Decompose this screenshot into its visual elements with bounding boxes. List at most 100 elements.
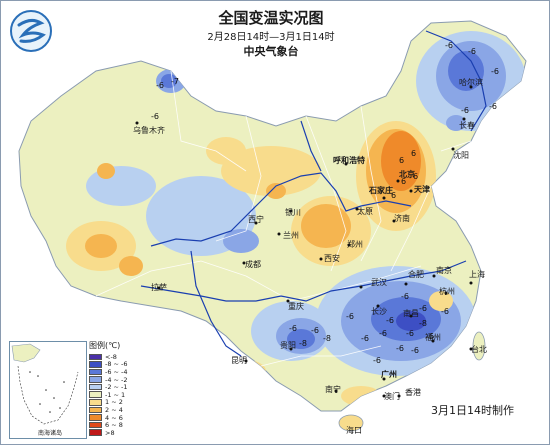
legend-swatch	[89, 383, 102, 391]
south-china-sea-inset: 南海诸岛	[9, 341, 87, 439]
legend-item: -8 ~ -6	[89, 360, 149, 368]
city-label: 兰州	[283, 231, 299, 240]
legend-label: >8	[105, 428, 115, 437]
legend-label: -2 ~ -1	[105, 383, 128, 392]
rivers	[140, 30, 487, 357]
value-label: -8	[299, 339, 307, 348]
legend-label: <-8	[105, 352, 117, 361]
value-label: -6	[461, 106, 469, 115]
legend-item: 4 ~ 6	[89, 414, 149, 422]
city-label: 香港	[405, 388, 421, 397]
legend-label: 2 ~ 4	[105, 405, 123, 414]
city-label: 重庆	[288, 302, 304, 311]
legend-item: -2 ~ -1	[89, 383, 149, 391]
legend-item: -1 ~ 1	[89, 391, 149, 399]
city-label: 台北	[471, 345, 487, 354]
value-label: 6	[399, 156, 404, 165]
value-label: -6	[406, 329, 414, 338]
value-label: 6	[401, 177, 406, 186]
city-label: 福州	[425, 333, 441, 342]
city-label: 广州	[381, 370, 397, 379]
value-label: -6	[411, 346, 419, 355]
city-label: 郑州	[347, 240, 363, 249]
city-label: 海口	[346, 426, 362, 435]
temperature-zones	[66, 31, 526, 406]
value-label: -6	[489, 102, 497, 111]
value-label: -7	[171, 77, 179, 86]
legend-label: -4 ~ -2	[105, 375, 128, 384]
hainan-island	[338, 414, 364, 432]
city-label: 银川	[285, 208, 301, 217]
value-label: -6	[373, 356, 381, 365]
legend-swatch	[89, 399, 102, 406]
city-label: 合肥	[408, 270, 424, 279]
city-markers	[135, 85, 473, 423]
legend-swatch	[89, 414, 102, 421]
legend-label: 6 ~ 8	[105, 421, 123, 430]
legend-item: <-8	[89, 353, 149, 361]
cma-logo-icon	[10, 10, 52, 52]
city-label: 呼和浩特	[333, 156, 365, 165]
value-label: -6	[346, 312, 354, 321]
city-label: 昆明	[231, 356, 247, 365]
value-label: -8	[323, 334, 331, 343]
city-label: 沈阳	[453, 151, 469, 160]
legend-label: 4 ~ 6	[105, 413, 123, 422]
value-label: 6	[413, 172, 418, 181]
map-title: 全国变温实况图	[218, 9, 324, 27]
legend-swatch	[89, 391, 102, 399]
city-label: 长沙	[371, 307, 387, 316]
city-label: 上海	[469, 270, 485, 279]
inset-map	[11, 343, 79, 425]
value-label: -6	[491, 67, 499, 76]
value-label: -6	[379, 329, 387, 338]
production-time-label: 3月1日14时制作	[431, 404, 514, 417]
city-label: 南宁	[325, 385, 341, 394]
city-label: 贵阳	[280, 341, 296, 350]
city-label: 西宁	[248, 215, 264, 224]
legend-item: 6 ~ 8	[89, 421, 149, 429]
city-label: 拉萨	[151, 283, 167, 292]
city-label: 南昌	[403, 309, 419, 318]
legend-label: -1 ~ 1	[105, 390, 126, 399]
city-label: 西安	[324, 254, 340, 263]
value-label: -6	[426, 332, 434, 341]
city-label: 哈尔滨	[459, 78, 483, 87]
city-label: 乌鲁木齐	[133, 126, 165, 135]
legend-swatch	[89, 361, 102, 368]
legend-item: -6 ~ -4	[89, 368, 149, 376]
legend: 图例(℃) <-8 -8 ~ -6 -6 ~ -4 -4 ~ -2 -2 ~ -1 -1 …	[89, 340, 149, 440]
value-label: 6	[391, 191, 396, 200]
legend-item: >8	[89, 429, 149, 437]
inset-label: 南海诸岛	[38, 430, 63, 437]
city-label: 澳门	[384, 392, 400, 401]
city-label: 成都	[245, 260, 261, 269]
legend-swatch	[89, 429, 102, 437]
organization-label: 中央气象台	[243, 45, 299, 58]
city-label: 武汉	[371, 278, 387, 287]
value-label: -6	[311, 326, 319, 335]
city-label: 长春	[459, 121, 475, 130]
value-label: -6	[468, 47, 476, 56]
legend-swatch	[89, 376, 102, 383]
legend-item: 1 ~ 2	[89, 398, 149, 407]
city-label: 北京	[399, 170, 415, 179]
legend-item: 2 ~ 4	[89, 406, 149, 414]
value-label: -6	[361, 334, 369, 343]
legend-item: -4 ~ -2	[89, 376, 149, 384]
city-label: 石家庄	[369, 186, 393, 195]
legend-label: 1 ~ 2	[105, 398, 123, 407]
value-label: -6	[401, 292, 409, 301]
city-label: 天津	[414, 185, 430, 194]
value-label: -6	[151, 112, 159, 121]
legend-label: -6 ~ -4	[105, 367, 128, 376]
value-label: -6	[289, 324, 297, 333]
value-label: -6	[396, 344, 404, 353]
value-label: -6	[441, 307, 449, 316]
map-subtitle: 2月28日14时—3月1日14时	[207, 32, 335, 43]
value-label: -6	[445, 41, 453, 50]
legend-swatch	[89, 368, 102, 376]
